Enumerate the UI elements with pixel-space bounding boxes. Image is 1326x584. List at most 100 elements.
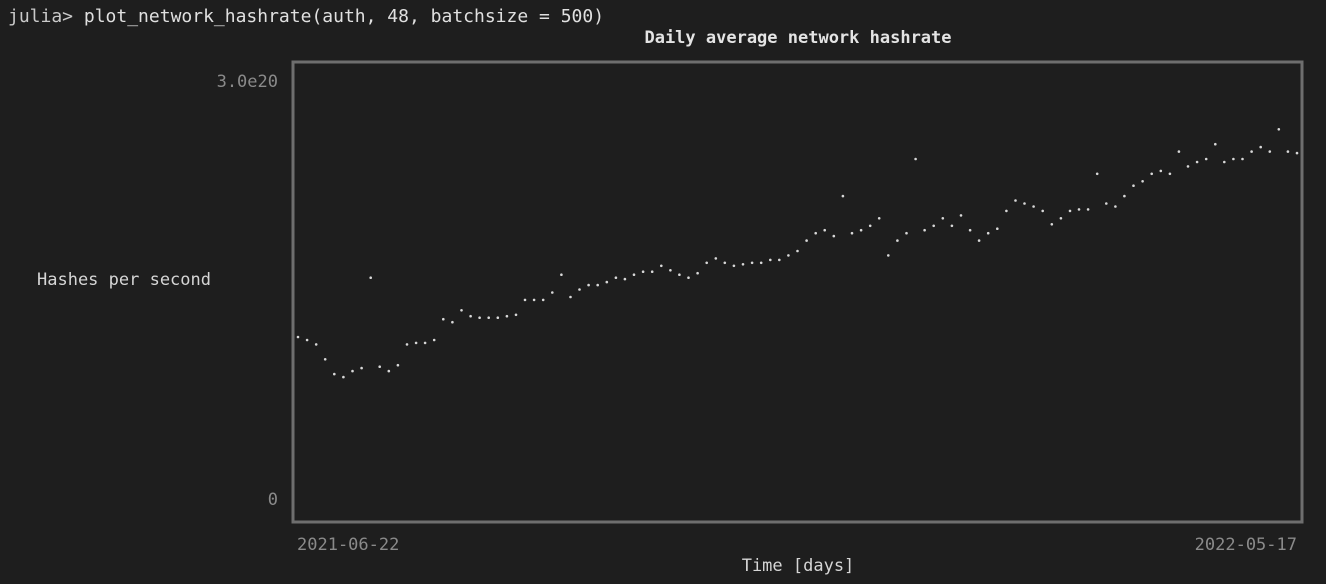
- chart-title: Daily average network hashrate: [644, 28, 952, 48]
- data-point: [1159, 169, 1163, 173]
- data-point: [750, 261, 754, 265]
- data-point: [1005, 209, 1008, 213]
- data-point: [1195, 160, 1199, 164]
- data-point: [660, 264, 663, 268]
- data-point: [814, 231, 817, 235]
- data-point: [1086, 208, 1090, 211]
- data-point: [1032, 205, 1035, 208]
- julia-prompt: julia>: [8, 6, 74, 27]
- data-point: [832, 234, 836, 238]
- data-point: [369, 276, 373, 280]
- data-point: [360, 366, 363, 370]
- data-point: [877, 217, 881, 220]
- data-point: [732, 264, 736, 268]
- data-point: [596, 283, 599, 287]
- data-point: [941, 217, 945, 220]
- data-point: [451, 320, 454, 324]
- data-point: [1259, 145, 1262, 149]
- data-point: [932, 224, 935, 228]
- data-point: [1177, 150, 1181, 153]
- data-point: [1277, 128, 1281, 131]
- data-point: [859, 228, 863, 232]
- data-point: [741, 263, 745, 266]
- data-point: [986, 231, 990, 235]
- data-point: [1186, 165, 1190, 168]
- data-point: [378, 365, 382, 369]
- data-point: [314, 343, 318, 346]
- data-point: [868, 224, 872, 228]
- data-point: [1014, 199, 1017, 202]
- data-point: [787, 254, 790, 257]
- data-point: [1105, 202, 1108, 205]
- data-point: [1232, 157, 1235, 161]
- data-point: [587, 283, 590, 287]
- data-point: [296, 335, 300, 339]
- data-point: [1095, 172, 1099, 176]
- data-point: [351, 369, 354, 373]
- data-point: [1295, 151, 1299, 155]
- data-point: [1141, 180, 1144, 183]
- data-point: [560, 273, 563, 277]
- data-point: [650, 270, 654, 274]
- data-point: [887, 254, 890, 257]
- data-point: [632, 273, 636, 277]
- data-point: [305, 338, 309, 342]
- y-axis-label: Hashes per second: [37, 270, 211, 290]
- data-point: [778, 258, 781, 262]
- data-point: [805, 239, 808, 242]
- data-point: [396, 363, 400, 367]
- x-axis-label: Time [days]: [741, 556, 855, 576]
- data-point: [1041, 209, 1044, 213]
- data-point: [714, 257, 718, 260]
- data-point: [469, 314, 472, 318]
- data-point: [541, 298, 545, 302]
- data-point: [1286, 150, 1290, 153]
- data-point: [405, 343, 409, 346]
- data-point: [523, 298, 527, 302]
- data-point: [423, 341, 427, 345]
- data-point: [723, 261, 727, 265]
- data-point: [841, 194, 845, 198]
- data-point: [496, 316, 500, 320]
- data-point: [1250, 150, 1253, 153]
- data-point: [551, 291, 554, 294]
- data-point: [678, 273, 681, 277]
- data-point: [505, 314, 509, 318]
- data-point: [641, 270, 645, 274]
- data-point: [796, 249, 799, 253]
- data-point: [605, 280, 609, 284]
- data-point: [478, 316, 481, 320]
- x-axis-max-label: 2022-05-17: [1194, 535, 1297, 555]
- data-point: [914, 157, 917, 161]
- data-point: [977, 239, 981, 242]
- data-point: [1132, 184, 1135, 187]
- data-point: [432, 338, 436, 342]
- terminal-prompt-line: julia> plot_network_hashrate(auth, 48, b…: [8, 6, 604, 28]
- data-point: [1241, 157, 1244, 161]
- data-point: [1214, 142, 1217, 146]
- data-point: [1204, 157, 1208, 161]
- data-point: [1123, 194, 1126, 198]
- data-point: [687, 276, 690, 280]
- y-axis-max-label: 3.0e20: [216, 72, 278, 92]
- data-point: [759, 261, 763, 265]
- data-point: [623, 277, 627, 281]
- data-point: [487, 316, 491, 320]
- data-point: [578, 288, 581, 291]
- data-point: [696, 271, 699, 275]
- data-point: [669, 269, 672, 272]
- command-text: plot_network_hashrate(auth, 48, batchsiz…: [73, 6, 605, 27]
- data-point: [1168, 172, 1172, 176]
- data-point: [923, 228, 926, 232]
- data-point: [414, 341, 418, 345]
- data-point: [1077, 208, 1081, 211]
- plot-frame: [291, 60, 1304, 524]
- data-point: [959, 214, 963, 217]
- x-axis-min-label: 2021-06-22: [297, 535, 400, 555]
- data-point: [1059, 217, 1063, 220]
- data-points-group: [296, 128, 1299, 379]
- data-point: [1150, 172, 1153, 176]
- data-point: [569, 295, 572, 299]
- data-point: [614, 276, 618, 280]
